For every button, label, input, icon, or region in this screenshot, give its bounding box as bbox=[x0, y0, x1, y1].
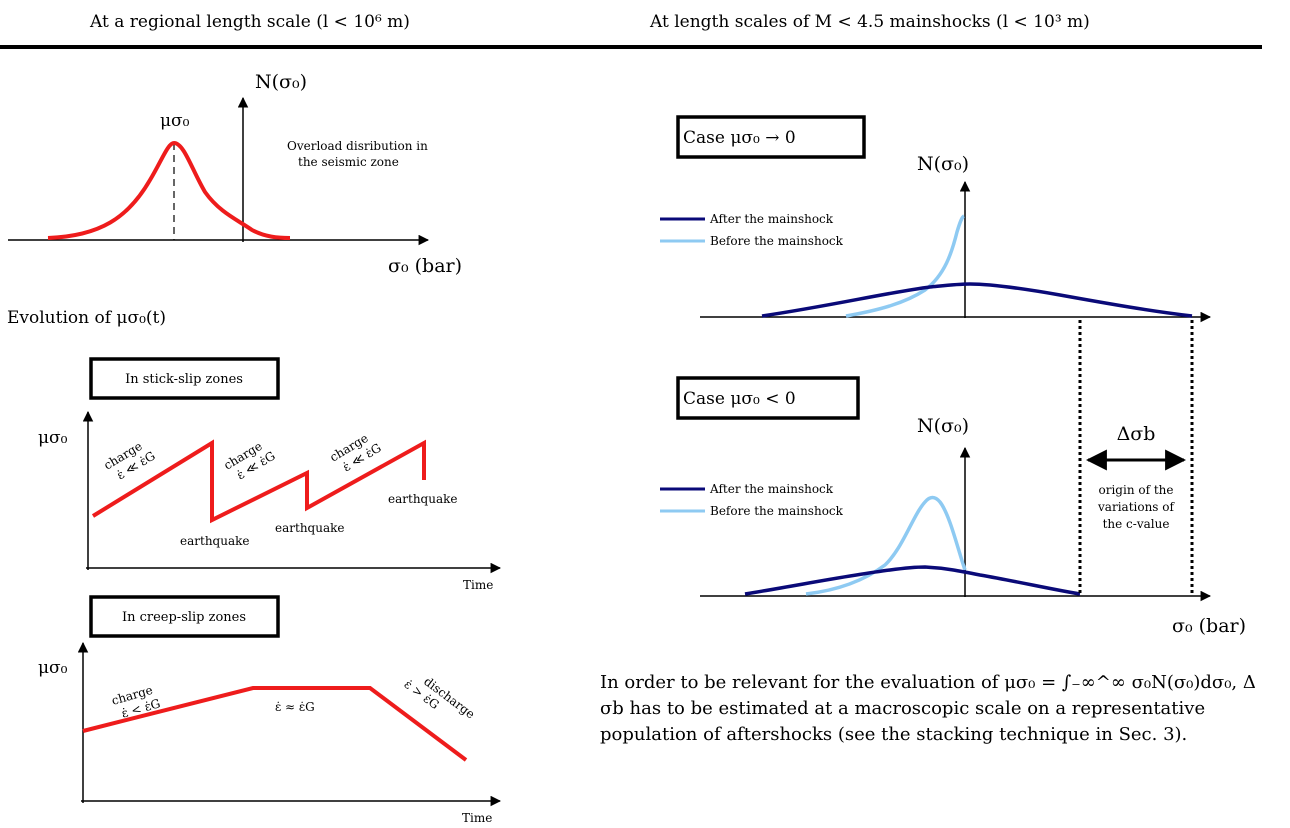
left-header-title: At a regional length scale (l < 10⁶ m) bbox=[89, 12, 410, 32]
case-zero-legend-after: After the mainshock bbox=[709, 212, 834, 226]
creep-plateau-rate: ε̇ ≈ ε̇G bbox=[275, 700, 315, 714]
right-header-title: At length scales of M < 4.5 mainshocks (… bbox=[649, 12, 1090, 32]
case-negative-after-curve bbox=[744, 565, 1081, 596]
case-negative-x-label: σ₀ (bar) bbox=[1172, 615, 1246, 637]
overload-note-line1: Overload disribution in bbox=[287, 139, 428, 153]
creep-slip-x-label: Time bbox=[462, 811, 492, 825]
overload-mu-label: μσ₀ bbox=[160, 111, 190, 131]
case-zero-legend-before: Before the mainshock bbox=[710, 234, 844, 248]
creep-slip-box bbox=[89, 595, 280, 638]
case-negative-y-label: N(σ₀) bbox=[917, 415, 969, 437]
stick-slip-x-label: Time bbox=[463, 578, 493, 592]
case-zero-box-label: Case μσ₀ → 0 bbox=[683, 128, 796, 148]
case-negative-box-label: Case μσ₀ < 0 bbox=[683, 389, 796, 409]
delta-label: Δσb bbox=[1117, 423, 1156, 445]
earthquake-label-2: earthquake bbox=[275, 521, 344, 535]
bottom-caption-line1: In order to be relevant for the evaluati… bbox=[600, 672, 1256, 693]
bottom-caption: In order to be relevant for the evaluati… bbox=[600, 670, 1280, 748]
case-zero-before-curve bbox=[845, 214, 966, 318]
delta-sigma-annotation: Δσb origin of the variations of the c-va… bbox=[1078, 320, 1194, 596]
overload-distribution-panel: N(σ₀) μσ₀ Overload disribution in the se… bbox=[8, 71, 462, 277]
overload-x-label: σ₀ (bar) bbox=[388, 255, 462, 277]
case-negative-panel: Case μσ₀ < 0 N(σ₀) After the mainshock B… bbox=[660, 376, 1246, 637]
overload-distribution-curve bbox=[47, 140, 291, 240]
stick-slip-sawtooth bbox=[91, 439, 426, 524]
case-zero-box bbox=[676, 115, 866, 159]
delta-note-line2: variations of bbox=[1097, 500, 1175, 514]
bottom-caption-line2: σb has to be estimated at a macroscopic … bbox=[600, 698, 1206, 719]
earthquake-label-3: earthquake bbox=[388, 492, 457, 506]
overload-note-line2: the seismic zone bbox=[298, 155, 399, 169]
case-negative-legend-before: Before the mainshock bbox=[710, 504, 844, 518]
case-negative-before-curve bbox=[805, 495, 967, 596]
creep-slip-box-label: In creep-slip zones bbox=[122, 610, 246, 625]
earthquake-label-1: earthquake bbox=[180, 534, 249, 548]
stick-slip-panel: In stick-slip zones μσ₀ Time charge ε̇ ≪… bbox=[38, 357, 502, 592]
case-zero-after-curve bbox=[761, 282, 1193, 318]
stick-slip-box-label: In stick-slip zones bbox=[125, 372, 243, 387]
creep-slip-panel: In creep-slip zones μσ₀ Time charge ε̇ <… bbox=[38, 595, 502, 825]
overload-y-label: N(σ₀) bbox=[255, 71, 307, 93]
delta-note-line1: origin of the bbox=[1099, 483, 1174, 497]
case-negative-legend-after: After the mainshock bbox=[709, 482, 834, 496]
bottom-caption-line3: population of aftershocks (see the stack… bbox=[600, 724, 1188, 745]
creep-slip-profile bbox=[82, 686, 468, 762]
stick-slip-box bbox=[89, 357, 280, 400]
case-zero-panel: Case μσ₀ → 0 N(σ₀) After the mainshock B… bbox=[660, 115, 1212, 323]
case-zero-y-label: N(σ₀) bbox=[917, 153, 969, 175]
creep-slip-y-label: μσ₀ bbox=[38, 658, 68, 678]
evolution-title: Evolution of μσ₀(t) bbox=[7, 308, 166, 328]
case-negative-box bbox=[676, 376, 860, 420]
stick-slip-y-label: μσ₀ bbox=[38, 428, 68, 448]
delta-note-line3: the c-value bbox=[1103, 517, 1170, 531]
